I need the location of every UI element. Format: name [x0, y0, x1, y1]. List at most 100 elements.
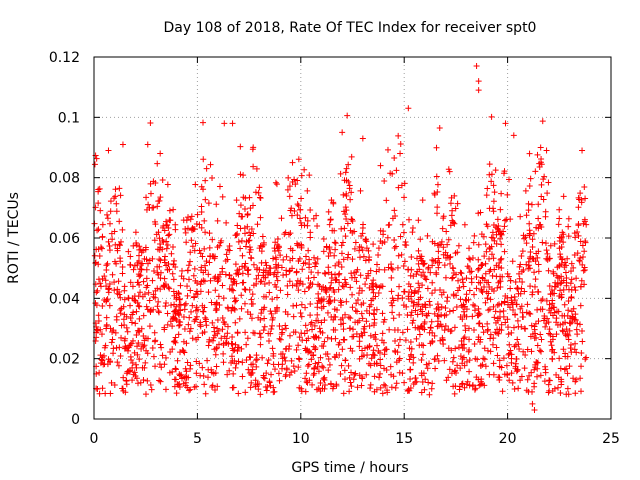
data-point-2614	[105, 147, 112, 154]
data-point-2034	[339, 346, 346, 353]
data-point-1866	[161, 227, 168, 234]
data-point-2101	[257, 334, 264, 341]
data-point-2010	[490, 208, 497, 215]
data-point-1300	[398, 251, 405, 258]
data-point-1226	[177, 319, 184, 326]
data-point-1158	[325, 367, 332, 374]
data-point-2168	[95, 317, 102, 324]
data-point-2414	[371, 311, 378, 318]
data-point-2249	[429, 329, 436, 336]
data-point-1515	[421, 273, 428, 280]
data-point-1627	[371, 319, 378, 326]
data-point-1716	[429, 279, 436, 286]
data-point-1094	[550, 268, 557, 275]
data-point-2619	[531, 406, 538, 413]
data-point-1297	[517, 261, 524, 268]
data-point-1486	[510, 307, 517, 314]
data-point-173	[507, 347, 514, 354]
data-point-2200	[424, 232, 431, 239]
data-point-191	[95, 312, 102, 319]
data-point-2479	[298, 385, 305, 392]
data-point-676	[359, 225, 366, 232]
data-point-2106	[502, 217, 509, 224]
data-point-2026	[149, 204, 156, 211]
data-point-726	[307, 206, 314, 213]
data-point-1930	[478, 231, 485, 238]
data-point-567	[156, 235, 163, 242]
data-point-1418	[291, 176, 298, 183]
data-point-2611	[144, 141, 151, 148]
data-point-861	[316, 325, 323, 332]
data-point-1453	[249, 361, 256, 368]
data-point-1720	[420, 269, 427, 276]
data-point-132	[202, 177, 209, 184]
data-point-2097	[168, 302, 175, 309]
data-point-1370	[487, 348, 494, 355]
data-point-897	[94, 287, 101, 294]
data-point-2032	[493, 273, 500, 280]
data-point-1439	[321, 376, 328, 383]
data-point-1505	[214, 217, 221, 224]
data-point-2007	[563, 365, 570, 372]
data-point-555	[568, 276, 575, 283]
data-point-2002	[242, 329, 249, 336]
data-point-2031	[163, 218, 170, 225]
data-point-1019	[134, 327, 141, 334]
data-point-1842	[277, 252, 284, 259]
data-point-1742	[508, 359, 515, 366]
data-point-980	[254, 221, 261, 228]
data-point-426	[304, 346, 311, 353]
data-point-2564	[442, 274, 449, 281]
data-point-166	[571, 284, 578, 291]
data-point-339	[535, 261, 542, 268]
data-point-179	[198, 203, 205, 210]
data-point-1270	[441, 262, 448, 269]
data-point-227	[540, 196, 547, 203]
data-point-2425	[283, 267, 290, 274]
data-point-340	[295, 342, 302, 349]
data-point-570	[112, 193, 119, 200]
data-point-2407	[267, 269, 274, 276]
data-point-653	[154, 160, 161, 167]
data-point-2570	[366, 322, 373, 329]
data-point-1856	[186, 387, 193, 394]
data-point-2080	[127, 279, 134, 286]
data-point-2603	[405, 105, 412, 112]
data-point-1261	[342, 357, 349, 364]
data-point-1037	[224, 304, 231, 311]
data-point-122	[329, 227, 336, 234]
data-point-1142	[235, 238, 242, 245]
data-point-959	[473, 285, 480, 292]
data-point-1827	[117, 255, 124, 262]
data-point-1819	[146, 257, 153, 264]
data-point-1059	[214, 383, 221, 390]
data-point-1834	[436, 259, 443, 266]
data-point-2230	[239, 213, 246, 220]
data-point-1682	[255, 386, 262, 393]
data-point-2022	[496, 363, 503, 370]
data-point-1231	[504, 316, 511, 323]
data-point-810	[152, 363, 159, 370]
data-point-1700	[431, 240, 438, 247]
data-point-2060	[94, 385, 101, 392]
data-point-2243	[273, 256, 280, 263]
data-point-2180	[298, 222, 305, 229]
data-point-2187	[547, 290, 554, 297]
data-point-1493	[557, 389, 564, 396]
data-point-2480	[143, 347, 150, 354]
data-point-1298	[472, 385, 479, 392]
data-point-2118	[450, 354, 457, 361]
data-point-2598	[282, 357, 289, 364]
data-point-2055	[235, 344, 242, 351]
data-point-404	[362, 236, 369, 243]
data-point-2171	[413, 378, 420, 385]
data-point-1932	[169, 244, 176, 251]
data-point-1506	[519, 279, 526, 286]
data-point-1646	[295, 156, 302, 163]
data-point-1184	[367, 385, 374, 392]
data-point-1972	[160, 222, 167, 229]
data-point-2402	[121, 296, 128, 303]
data-point-97	[420, 261, 427, 268]
data-point-1798	[342, 376, 349, 383]
data-point-1963	[531, 383, 538, 390]
